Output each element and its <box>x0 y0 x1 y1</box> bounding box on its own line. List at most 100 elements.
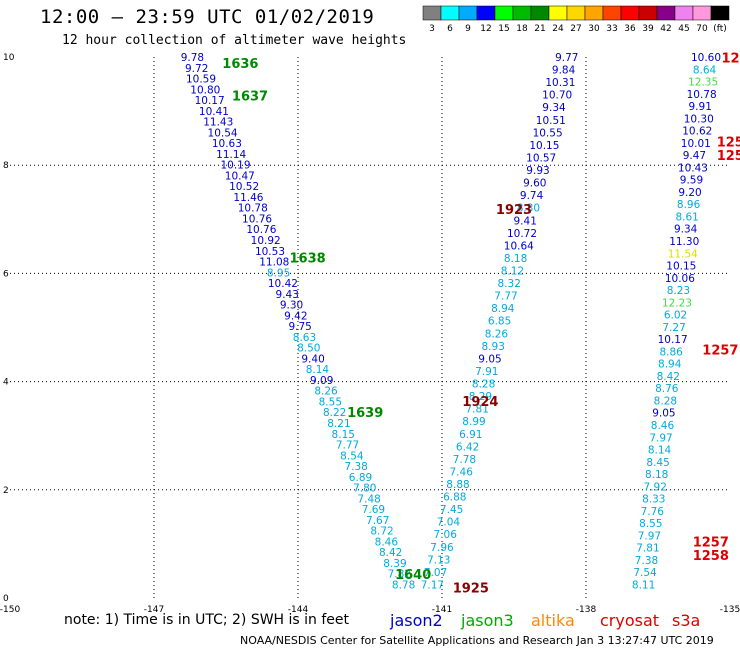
wave-height-value: 8.72 <box>370 526 393 538</box>
wave-height-value: 8.30 <box>517 203 540 215</box>
wave-height-value: 9.60 <box>523 178 546 190</box>
wave-height-value: 8.14 <box>306 364 330 376</box>
wave-height-value: 10.59 <box>186 74 216 86</box>
y-tick-label: 4 <box>3 378 9 388</box>
y-tick-label: 6 <box>3 269 9 279</box>
time-annotation: 1638 <box>290 252 326 267</box>
time-annotation: 1255 <box>717 135 740 150</box>
wave-height-value: 9.43 <box>276 289 299 301</box>
wave-height-value: 7.77 <box>494 291 517 303</box>
wave-height-value: 8.61 <box>675 211 698 223</box>
colorbar-swatch <box>638 5 658 21</box>
colorbar-swatch <box>656 5 676 21</box>
wave-height-value: 12.23 <box>662 297 692 309</box>
wave-height-value: 8.88 <box>446 479 469 491</box>
wave-height-value: 7.67 <box>366 515 389 527</box>
wave-height-value: 10.52 <box>229 181 259 193</box>
wave-height-value: 8.93 <box>482 341 505 353</box>
wave-height-value: 6.85 <box>488 316 511 328</box>
wave-height-value: 8.76 <box>655 383 679 395</box>
wave-height-value: 8.86 <box>659 346 683 358</box>
wave-height-value: 9.47 <box>683 150 706 162</box>
wave-height-value: 8.42 <box>379 547 402 559</box>
x-tick-label: -141 <box>432 605 452 615</box>
colorbar-label: 45 <box>678 24 689 34</box>
wave-height-value: 10.15 <box>666 261 696 273</box>
time-annotation: 1255 <box>722 51 740 66</box>
wave-height-value: 10.70 <box>542 90 572 102</box>
colorbar-label: 18 <box>516 24 528 34</box>
wave-height-value: 10.01 <box>681 138 711 150</box>
legend-s3a: s3a <box>672 611 701 630</box>
wave-height-value: 8.99 <box>462 416 485 428</box>
wave-height-value: 6.91 <box>459 429 482 441</box>
colorbar-label: 12 <box>480 24 491 34</box>
chart-subtitle: 12 hour collection of altimeter wave hei… <box>62 33 407 48</box>
wave-height-value: 6.02 <box>664 310 687 322</box>
wave-height-value: 9.34 <box>542 102 566 114</box>
y-tick-label: 2 <box>3 486 9 496</box>
wave-height-value: 11.46 <box>233 192 263 204</box>
wave-height-value: 9.34 <box>674 224 698 236</box>
wave-height-value: 8.22 <box>323 407 346 419</box>
x-tick-label: -144 <box>288 605 309 615</box>
time-annotation: 1925 <box>453 582 489 597</box>
wave-height-value: 10.78 <box>687 89 717 101</box>
wave-height-value: 8.39 <box>383 558 406 570</box>
colorbar-label: (ft) <box>713 24 727 34</box>
wave-height-value: 8.18 <box>645 469 668 481</box>
wave-height-value: 8.11 <box>632 579 655 591</box>
wave-height-value: 7.82 <box>388 569 411 581</box>
wave-height-value: 7.27 <box>662 322 685 334</box>
wave-height-value: 8.29 <box>469 391 492 403</box>
wave-height-value: 8.26 <box>485 328 509 340</box>
chart-title: 12:00 – 23:59 UTC 01/02/2019 <box>40 6 375 28</box>
wave-height-value: 7.81 <box>636 543 659 555</box>
wave-height-value: 10.63 <box>212 138 242 150</box>
wave-height-value: 6.88 <box>443 492 466 504</box>
y-tick-label: 0 <box>3 594 9 604</box>
wave-height-value: 7.96 <box>430 542 454 554</box>
wave-height-value: 10.19 <box>220 160 250 172</box>
wave-height-value: 9.42 <box>284 310 307 322</box>
wave-height-value: 7.97 <box>638 530 661 542</box>
wave-height-value: 7.45 <box>440 504 463 516</box>
wave-height-value: 10.76 <box>246 224 276 236</box>
colorbar-swatch <box>710 5 730 21</box>
wave-height-value: 7.69 <box>362 504 385 516</box>
colorbar-swatch <box>620 5 640 21</box>
wave-height-value: 7.97 <box>649 432 672 444</box>
colorbar-label: 21 <box>534 24 545 34</box>
wave-height-value: 7.92 <box>644 481 667 493</box>
colorbar-swatch <box>422 5 442 21</box>
wave-height-value: 10.17 <box>658 334 688 346</box>
y-tick-label: 10 <box>3 53 15 63</box>
time-annotation: 1640 <box>395 568 431 583</box>
wave-height-value: 8.28 <box>472 379 495 391</box>
colorbar-swatch <box>566 5 586 21</box>
wave-height-value: 10.41 <box>199 106 229 118</box>
wave-height-value: 6.42 <box>456 441 479 453</box>
wave-height-value: 10.64 <box>504 240 534 252</box>
time-annotation: 1924 <box>462 395 498 410</box>
wave-height-value: 11.08 <box>259 257 289 269</box>
x-tick-label: -147 <box>144 605 164 615</box>
wave-height-value: 8.12 <box>501 266 524 278</box>
legend-altika: altika <box>531 611 575 630</box>
wave-height-value: 10.54 <box>208 127 238 139</box>
wave-height-value: 8.28 <box>654 395 677 407</box>
colorbar-swatch <box>476 5 496 21</box>
colorbar-label: 24 <box>552 24 564 34</box>
wave-height-value: 7.48 <box>357 493 380 505</box>
time-annotation: 1636 <box>222 57 258 72</box>
footer-note: note: 1) Time is in UTC; 2) SWH is in fe… <box>64 612 350 628</box>
time-annotation: 1639 <box>347 406 383 421</box>
wave-height-value: 8.94 <box>658 359 682 371</box>
wave-height-value: 7.77 <box>336 440 359 452</box>
colorbar-label: 39 <box>642 24 654 34</box>
time-annotation: 1923 <box>496 203 532 218</box>
wave-height-value: 7.38 <box>635 555 658 567</box>
colorbar-swatch <box>584 5 604 21</box>
wave-height-value: 8.54 <box>340 450 364 462</box>
